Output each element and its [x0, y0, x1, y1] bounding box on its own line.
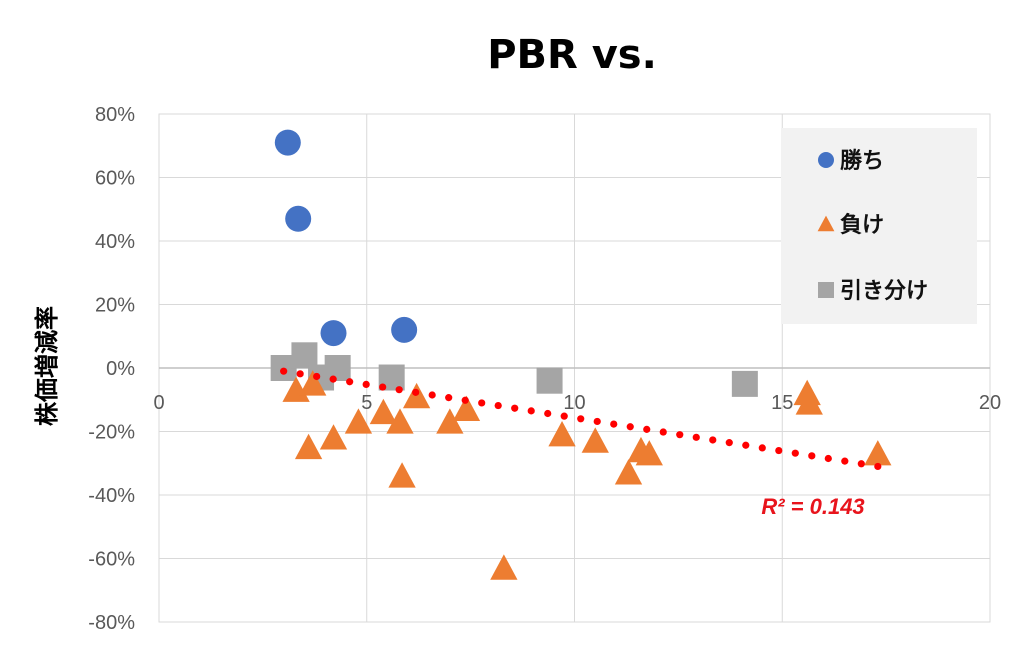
loss-point	[436, 408, 464, 434]
trendline-dot	[362, 380, 370, 389]
legend-draw-marker	[818, 282, 834, 298]
y-tick-label: -80%	[88, 612, 135, 634]
trendline-dot	[412, 388, 420, 396]
loss-point	[282, 376, 310, 402]
trendline-dot	[857, 460, 865, 468]
loss-point	[795, 389, 823, 415]
trendline-dot	[758, 444, 766, 452]
trendline-dot	[791, 449, 799, 457]
x-tick-label: 15	[771, 392, 793, 414]
loss-point	[635, 440, 663, 466]
legend-label: 勝ち	[840, 149, 884, 174]
legend-label: 引き分け	[840, 279, 928, 304]
trendline-dot	[461, 396, 469, 404]
trendline-dot	[296, 370, 304, 378]
loss-point	[319, 424, 348, 450]
x-tick-label: 0	[153, 392, 164, 414]
loss-point	[490, 554, 518, 580]
legend-win-marker	[818, 152, 834, 168]
loss-point	[386, 408, 414, 434]
legend-loss-marker	[817, 215, 835, 232]
tick-labels: 80% 60% 40% 20% 0% -20% -40% -60% -80% 0 5 10 15 20	[88, 104, 1001, 634]
draw-point	[731, 370, 758, 397]
trendline-dot	[346, 378, 354, 386]
loss-point	[299, 370, 327, 396]
trendline-dot	[478, 399, 486, 407]
y-tick-label: -40%	[88, 485, 135, 507]
y-tick-label: 20%	[95, 295, 135, 317]
y-tick-label: 80%	[95, 104, 135, 126]
trendline-dot	[560, 412, 568, 420]
loss-point	[614, 459, 643, 485]
x-tick-label: 5	[361, 392, 372, 414]
y-tick-label: 40%	[95, 231, 135, 253]
trendline	[280, 367, 882, 471]
trendline-dot	[395, 386, 403, 394]
trendline-dot	[494, 401, 502, 410]
trendline-dot	[808, 452, 816, 460]
trendline-dot	[709, 436, 717, 444]
loss-point	[344, 408, 373, 434]
trendline-dot	[874, 462, 882, 471]
win-point	[320, 320, 347, 347]
y-tick-label: -20%	[88, 422, 135, 444]
x-tick-label: 10	[563, 392, 585, 414]
r-squared-label: R² = 0.143	[761, 494, 864, 519]
chart-title: PBR vs.	[487, 32, 657, 78]
trendline-dot	[676, 431, 684, 439]
legend-label: 負け	[840, 212, 884, 238]
y-tick-label: 0%	[106, 358, 135, 380]
trendline-dot	[428, 391, 436, 399]
trendline-dot	[659, 428, 667, 436]
loss-point	[388, 462, 416, 488]
trendline-dot	[841, 457, 849, 465]
y-axis-label: 株価増減率	[33, 306, 61, 426]
draw-point	[291, 342, 318, 369]
data-marks	[270, 129, 892, 580]
y-tick-label: 60%	[95, 168, 135, 190]
draw-point	[324, 355, 351, 381]
loss-point	[452, 395, 481, 421]
trendline-dot	[742, 441, 750, 449]
loss-point	[294, 433, 323, 460]
win-point	[285, 205, 312, 232]
win-point	[274, 129, 301, 156]
trendline-dot	[626, 423, 634, 431]
trendline-dot	[544, 409, 552, 418]
x-tick-label: 20	[979, 392, 1001, 414]
trendline-dot	[643, 425, 651, 433]
trendline-dot	[610, 420, 618, 428]
trendline-dot	[527, 407, 535, 415]
trendline-dot	[511, 404, 519, 412]
loss-point	[548, 421, 576, 447]
trendline-dot	[329, 375, 337, 383]
trendline-dot	[692, 433, 700, 441]
legend-box	[781, 128, 977, 324]
trendline-dot	[593, 417, 601, 426]
loss-point	[864, 440, 892, 466]
loss-point	[369, 398, 398, 425]
y-tick-label: -60%	[88, 549, 135, 571]
draw-point	[536, 367, 563, 394]
trendline-dot	[577, 415, 585, 423]
loss-point	[581, 427, 609, 453]
trendline-dot	[313, 372, 321, 381]
trendline-dot	[379, 383, 387, 391]
trendline-dot	[824, 454, 832, 463]
trendline-dot	[725, 439, 733, 447]
trendline-dot	[280, 367, 288, 375]
trendline-dot	[445, 394, 453, 402]
win-point	[391, 316, 418, 343]
trendline-dot	[775, 446, 783, 455]
